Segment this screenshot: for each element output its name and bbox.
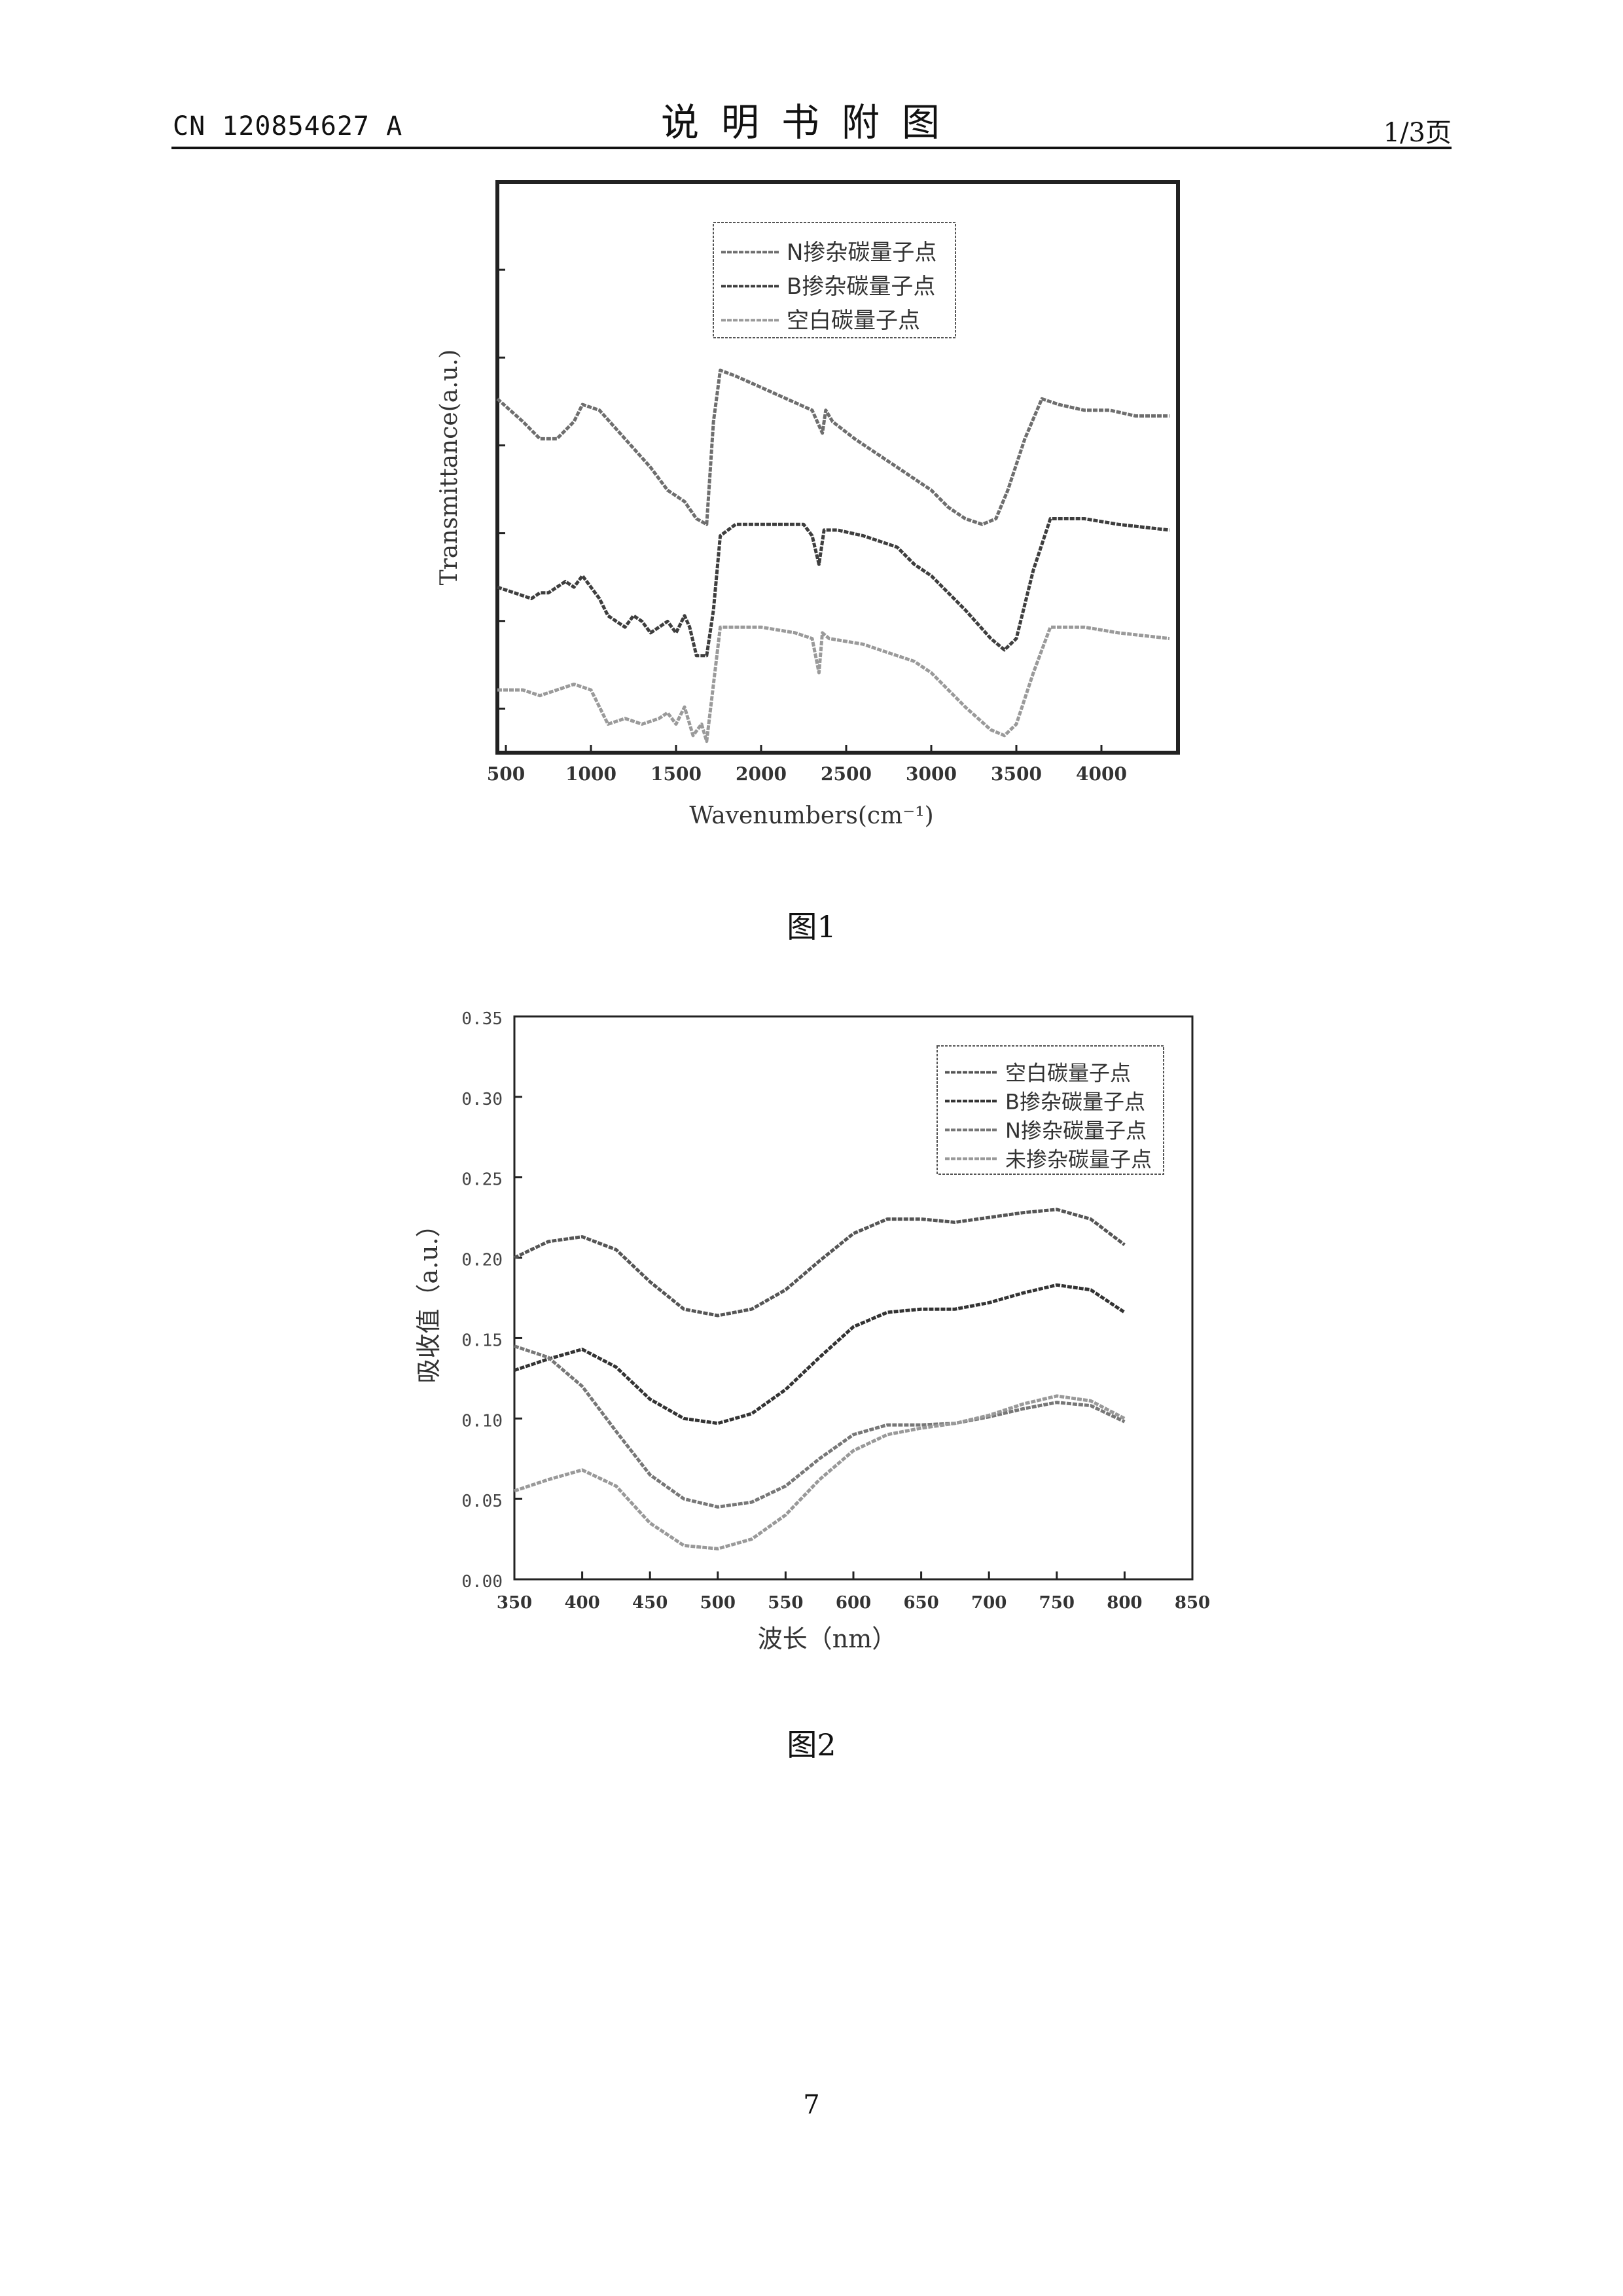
legend-box: [713, 222, 956, 338]
x-tick-label: 400: [564, 1593, 599, 1613]
x-tick-label: 4000: [1076, 763, 1127, 785]
y-tick-label: 0.10: [461, 1411, 503, 1431]
x-tick-label: 3000: [906, 763, 957, 785]
x-tick-label: 1500: [651, 763, 702, 785]
x-tick-label: 450: [632, 1593, 668, 1613]
x-tick-label: 600: [836, 1593, 871, 1613]
x-tick-label: 800: [1107, 1593, 1142, 1613]
legend-label: 空白碳量子点: [1005, 1060, 1131, 1085]
legend-box: [936, 1045, 1164, 1175]
x-tick-label: 700: [971, 1593, 1007, 1613]
y-axis-label: 吸收值（a.u.）: [414, 1212, 443, 1383]
y-tick-label: 0.00: [461, 1572, 503, 1592]
x-tick-label: 350: [497, 1593, 532, 1613]
series-line-2: [497, 517, 1170, 658]
series-line-4: [514, 1394, 1126, 1551]
x-tick-label: 2500: [821, 763, 872, 785]
page-of: 1/3页: [1383, 118, 1452, 148]
series-line-1: [513, 1208, 1126, 1318]
figure-2-caption: 图2: [787, 1727, 836, 1763]
figure-1-caption: 图1: [787, 909, 836, 944]
x-tick-label: 650: [903, 1593, 938, 1613]
y-tick-label: 0.05: [461, 1492, 503, 1511]
y-tick-label: 0.35: [461, 1009, 503, 1029]
legend-label: N掺杂碳量子点: [787, 240, 936, 266]
x-tick-label: 850: [1175, 1593, 1210, 1613]
patent-number: CN 120854627 A: [173, 111, 403, 141]
x-tick-label: 2000: [736, 763, 787, 785]
legend-label: 未掺杂碳量子点: [1005, 1147, 1152, 1172]
series-line-1: [496, 368, 1169, 526]
x-tick-label: 1000: [565, 763, 616, 785]
x-tick-label: 3500: [991, 763, 1042, 785]
legend-label: 空白碳量子点: [787, 308, 920, 334]
series-line-3: [497, 625, 1170, 744]
page-number: 7: [803, 2090, 820, 2120]
y-tick-label: 0.25: [461, 1170, 503, 1190]
legend-label: B掺杂碳量子点: [1005, 1089, 1145, 1114]
series-line-3: [514, 1344, 1126, 1509]
series-line-2: [514, 1283, 1126, 1426]
x-tick-label: 500: [487, 763, 525, 785]
x-axis-label: Wavenumbers(cm⁻¹): [689, 802, 933, 829]
header-rule: [171, 147, 1452, 149]
legend-label: N掺杂碳量子点: [1005, 1118, 1147, 1143]
y-tick-label: 0.30: [461, 1090, 503, 1109]
x-tick-label: 500: [700, 1593, 736, 1613]
x-tick-label: 550: [768, 1593, 803, 1613]
y-tick-label: 0.15: [461, 1331, 503, 1350]
legend-label: B掺杂碳量子点: [787, 274, 935, 300]
figure-2-uv-vis-chart: 350 400 450 500 550 600 650 700 750 800 850 0.00 0.0…: [414, 1009, 1210, 1653]
figure-1-ftir-chart: 500 1000 1500 2000 2500 3000 3500 4000 Wavenumbe…: [436, 180, 1180, 829]
x-tick-label: 750: [1039, 1593, 1075, 1613]
section-title: 说明书附图: [660, 100, 962, 145]
plot-frame: [495, 180, 1180, 755]
x-axis-label: 波长（nm）: [758, 1624, 897, 1653]
y-tick-label: 0.20: [461, 1251, 503, 1270]
y-axis-label: Transmittance(a.u.): [436, 350, 463, 586]
